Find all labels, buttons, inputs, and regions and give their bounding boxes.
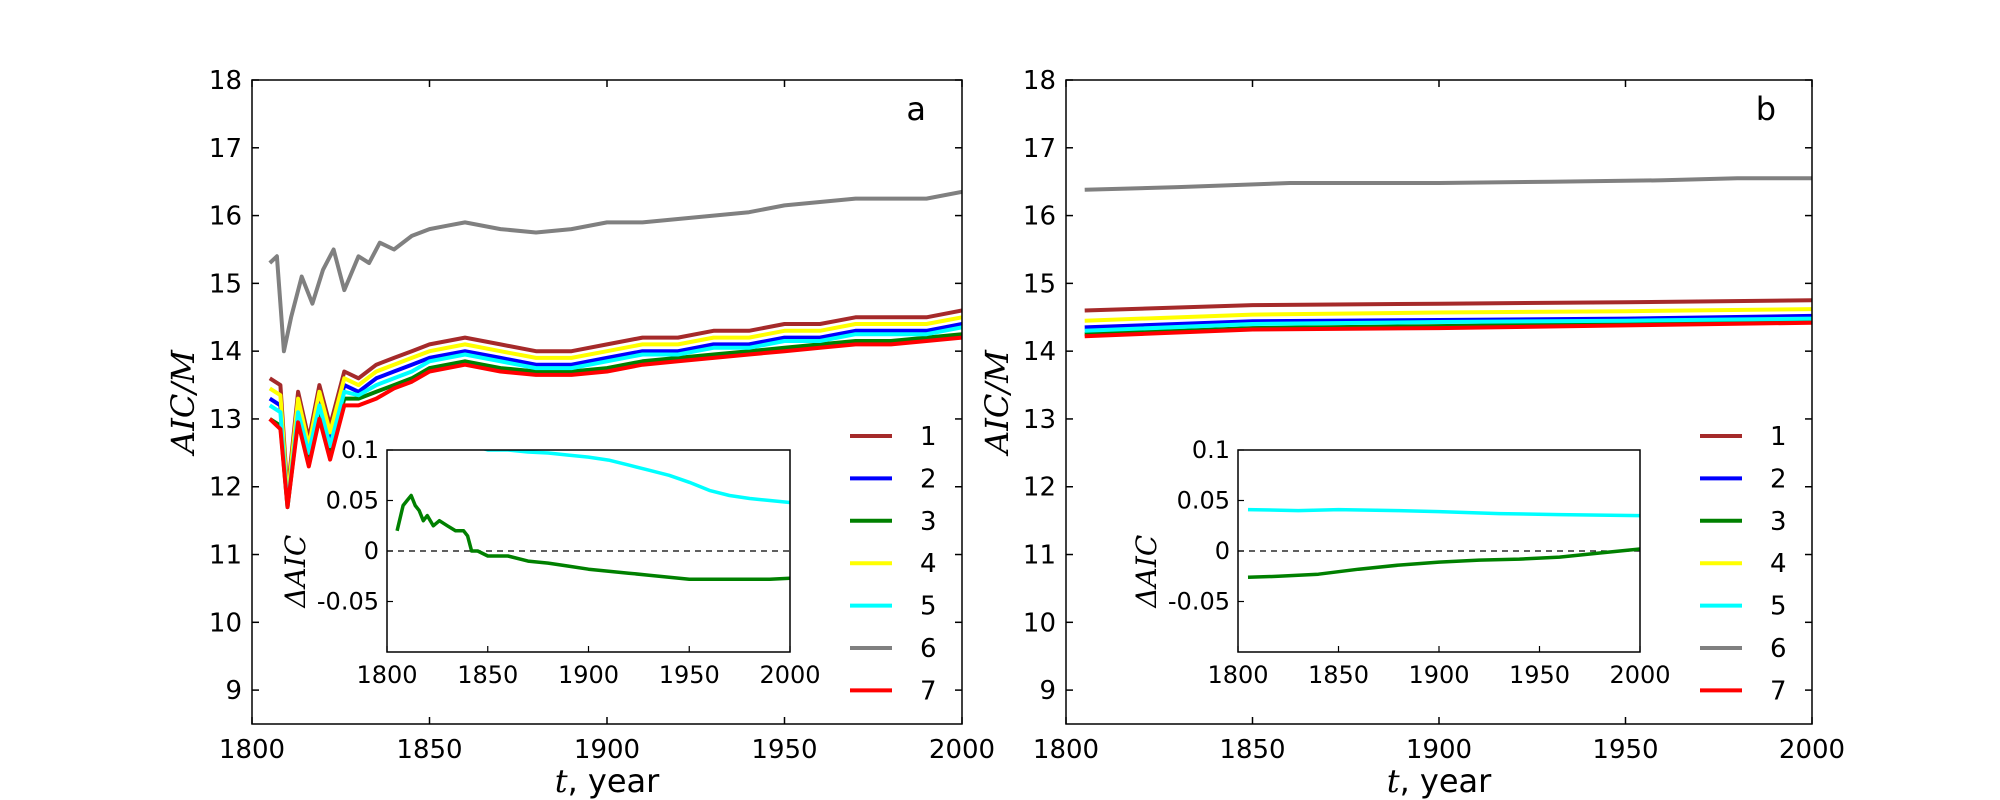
x-axis-label-unit: , year bbox=[568, 762, 661, 800]
series-line-7 bbox=[268, 335, 962, 510]
x-tick-label: 1950 bbox=[751, 735, 817, 765]
x-tick-label: 1800 bbox=[1033, 735, 1099, 765]
x-axis-label: t, year bbox=[1387, 762, 1492, 800]
inset-x-tick-label: 2000 bbox=[759, 661, 820, 689]
x-tick-label: 1900 bbox=[1406, 735, 1472, 765]
inset-x-tick-label: 2000 bbox=[1609, 661, 1670, 689]
x-axis-label-var: t bbox=[1387, 762, 1400, 800]
inset-y-tick-label: 0 bbox=[1215, 537, 1230, 565]
x-tick-label: 1900 bbox=[574, 735, 640, 765]
legend: 1 2 3 4 5 6 7 bbox=[850, 422, 937, 706]
x-axis-label-unit: , year bbox=[1400, 762, 1493, 800]
y-axis-label: AIC/M bbox=[978, 349, 1016, 457]
legend-label: 4 bbox=[1770, 549, 1787, 579]
legend-label: 2 bbox=[920, 464, 937, 494]
inset-x-tick-label: 1950 bbox=[659, 661, 720, 689]
y-axis-label: AIC/M bbox=[164, 349, 202, 457]
y-tick-label: 11 bbox=[209, 541, 242, 571]
inset-y-tick-label: 0.1 bbox=[341, 436, 379, 464]
inset-series-line-3 bbox=[395, 493, 790, 582]
series-line-5 bbox=[1084, 316, 1812, 333]
inset-series-line-3 bbox=[1247, 547, 1640, 580]
inset-series-line-5 bbox=[481, 450, 790, 505]
series-group bbox=[1084, 176, 1812, 339]
inset-series-line-5 bbox=[1247, 507, 1640, 518]
series-line-5 bbox=[268, 325, 962, 510]
y-tick-label: 13 bbox=[209, 405, 242, 435]
inset-x-tick-label: 1800 bbox=[356, 661, 417, 689]
y-tick-label: 15 bbox=[1023, 269, 1056, 299]
y-tick-label: 10 bbox=[1023, 608, 1056, 638]
legend-label: 3 bbox=[1770, 507, 1787, 537]
y-tick-label: 14 bbox=[1023, 337, 1056, 367]
inset: -0.05 0 0.05 0.1 1800 1850 1900 1950 2000 ΔAIC bbox=[1130, 436, 1671, 689]
series-line-4 bbox=[1084, 307, 1812, 323]
inset-y-axis-label: ΔAIC bbox=[1130, 535, 1163, 609]
y-tick-label: 16 bbox=[209, 202, 242, 232]
y-tick-label: 9 bbox=[225, 676, 242, 706]
panel-letter: b bbox=[1756, 90, 1776, 128]
legend: 1 2 3 4 5 6 7 bbox=[1700, 422, 1787, 706]
series-line-1 bbox=[1084, 298, 1812, 313]
inset: -0.05 0 0.05 0.1 1800 1850 1900 1950 2000 ΔAIC bbox=[279, 436, 821, 689]
inset-y-tick-label: -0.05 bbox=[1168, 588, 1230, 616]
legend-label: 5 bbox=[920, 592, 937, 622]
y-tick-label: 15 bbox=[209, 269, 242, 299]
panel-letter: a bbox=[906, 90, 926, 128]
legend-label: 1 bbox=[920, 422, 937, 452]
legend-label: 5 bbox=[1770, 592, 1787, 622]
inset-y-axis-label: ΔAIC bbox=[279, 535, 312, 609]
series-line-7 bbox=[1084, 320, 1812, 339]
y-tick-label: 16 bbox=[1023, 202, 1056, 232]
x-axis-label: t, year bbox=[555, 762, 660, 800]
y-tick-label: 10 bbox=[209, 608, 242, 638]
x-tick-label: 1850 bbox=[396, 735, 462, 765]
inset-x-tick-label: 1900 bbox=[558, 661, 619, 689]
legend-label: 6 bbox=[920, 634, 937, 664]
inset-series-group bbox=[387, 450, 790, 582]
y-tick-label: 12 bbox=[1023, 473, 1056, 503]
inset-series-group bbox=[1238, 507, 1640, 580]
y-tick-label: 18 bbox=[209, 66, 242, 96]
y-tick-label: 13 bbox=[1023, 405, 1056, 435]
inset-y-tick-label: 0.1 bbox=[1192, 436, 1230, 464]
y-tick-label: 12 bbox=[209, 473, 242, 503]
inset-x-tick-label: 1850 bbox=[457, 661, 518, 689]
inset-x-tick-label: 1850 bbox=[1308, 661, 1369, 689]
legend-label: 1 bbox=[1770, 422, 1787, 452]
legend-label: 3 bbox=[920, 507, 937, 537]
y-tick-label: 17 bbox=[209, 134, 242, 164]
x-tick-label: 2000 bbox=[929, 735, 995, 765]
inset-x-tick-label: 1950 bbox=[1509, 661, 1570, 689]
legend-label: 2 bbox=[1770, 464, 1787, 494]
x-tick-label: 1850 bbox=[1219, 735, 1285, 765]
series-line-4 bbox=[268, 315, 962, 503]
y-tick-label: 14 bbox=[209, 337, 242, 367]
x-tick-label: 1950 bbox=[1592, 735, 1658, 765]
y-tick-label: 9 bbox=[1039, 676, 1056, 706]
series-group bbox=[268, 189, 962, 510]
y-tick-label: 11 bbox=[1023, 541, 1056, 571]
inset-y-tick-label: -0.05 bbox=[317, 588, 379, 616]
inset-y-tick-label: 0.05 bbox=[326, 487, 379, 515]
legend-label: 4 bbox=[920, 549, 937, 579]
legend-label: 7 bbox=[920, 676, 937, 706]
inset-x-tick-label: 1900 bbox=[1408, 661, 1469, 689]
legend-label: 7 bbox=[1770, 676, 1787, 706]
legend-label: 6 bbox=[1770, 634, 1787, 664]
inset-y-tick-label: 0.05 bbox=[1177, 487, 1230, 515]
inset-x-tick-label: 1800 bbox=[1207, 661, 1268, 689]
y-tick-label: 17 bbox=[1023, 134, 1056, 164]
series-line-6 bbox=[1084, 176, 1812, 192]
series-line-6 bbox=[268, 189, 962, 354]
x-tick-label: 1800 bbox=[219, 735, 285, 765]
x-axis-label-var: t bbox=[555, 762, 568, 800]
inset-y-tick-label: 0 bbox=[364, 537, 379, 565]
x-tick-label: 2000 bbox=[1779, 735, 1845, 765]
y-tick-label: 18 bbox=[1023, 66, 1056, 96]
